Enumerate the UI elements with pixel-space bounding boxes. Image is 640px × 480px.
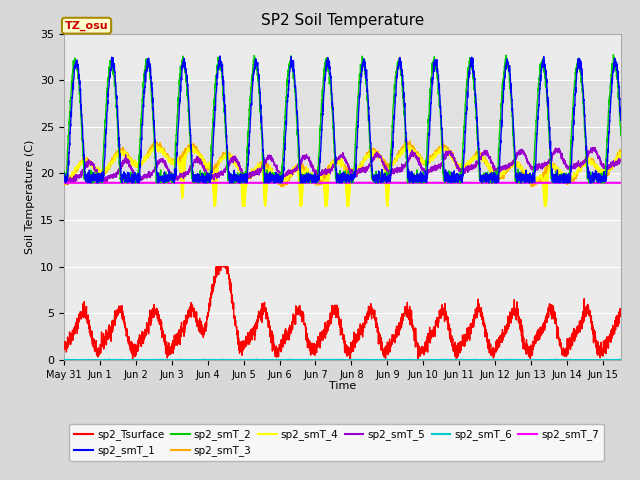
sp2_smT_3 xyxy=(234,165,242,171)
sp2_smT_7 xyxy=(234,180,242,186)
sp2_smT_1 xyxy=(184,82,191,87)
Y-axis label: Soil Temperature (C): Soil Temperature (C) xyxy=(24,140,35,254)
sp2_smT_4 xyxy=(602,169,609,175)
sp2_smT_4 xyxy=(617,152,625,157)
Line: sp2_smT_6: sp2_smT_6 xyxy=(64,359,621,360)
sp2_smT_1 xyxy=(617,118,625,123)
sp2_smT_1 xyxy=(428,83,436,88)
sp2_smT_6 xyxy=(420,357,428,363)
sp2_smT_2 xyxy=(234,175,242,181)
sp2_smT_6 xyxy=(209,357,217,363)
sp2_smT_5 xyxy=(589,144,597,150)
sp2_smT_1 xyxy=(565,174,573,180)
sp2_Tsurface xyxy=(234,341,242,347)
sp2_smT_3 xyxy=(602,173,609,179)
sp2_smT_6 xyxy=(602,357,609,363)
sp2_smT_2 xyxy=(88,180,95,186)
sp2_Tsurface xyxy=(184,311,191,316)
sp2_smT_7 xyxy=(617,180,625,186)
sp2_smT_7 xyxy=(420,180,428,186)
sp2_smT_4 xyxy=(184,145,191,151)
sp2_smT_2 xyxy=(609,52,617,58)
sp2_smT_3 xyxy=(527,184,535,190)
sp2_smT_5 xyxy=(60,176,68,182)
sp2_smT_5 xyxy=(420,167,428,172)
sp2_smT_6 xyxy=(428,357,436,363)
sp2_smT_1 xyxy=(62,180,70,186)
sp2_Tsurface xyxy=(565,343,573,349)
sp2_smT_7 xyxy=(564,180,572,186)
X-axis label: Time: Time xyxy=(329,381,356,391)
Line: sp2_smT_2: sp2_smT_2 xyxy=(64,55,621,183)
sp2_smT_4 xyxy=(152,141,160,146)
sp2_smT_3 xyxy=(428,153,436,159)
sp2_smT_6 xyxy=(105,356,113,362)
Line: sp2_smT_1: sp2_smT_1 xyxy=(64,56,621,183)
sp2_smT_5 xyxy=(602,165,609,170)
sp2_smT_1 xyxy=(60,177,68,183)
sp2_Tsurface xyxy=(617,307,625,312)
sp2_smT_5 xyxy=(617,158,625,164)
sp2_smT_6 xyxy=(184,357,191,363)
sp2_smT_2 xyxy=(420,177,428,182)
sp2_smT_3 xyxy=(617,150,625,156)
sp2_smT_4 xyxy=(565,175,573,181)
sp2_smT_2 xyxy=(565,172,573,178)
Line: sp2_Tsurface: sp2_Tsurface xyxy=(64,267,621,360)
Text: TZ_osu: TZ_osu xyxy=(65,21,108,31)
sp2_smT_7 xyxy=(60,180,68,186)
sp2_smT_2 xyxy=(184,97,191,103)
sp2_smT_2 xyxy=(617,133,625,139)
sp2_smT_5 xyxy=(428,164,436,169)
Legend: sp2_Tsurface, sp2_smT_1, sp2_smT_2, sp2_smT_3, sp2_smT_4, sp2_smT_5, sp2_smT_6, : sp2_Tsurface, sp2_smT_1, sp2_smT_2, sp2_… xyxy=(69,424,604,461)
sp2_smT_6 xyxy=(617,357,625,363)
sp2_smT_4 xyxy=(60,175,68,180)
sp2_smT_5 xyxy=(64,181,72,187)
sp2_smT_6 xyxy=(234,357,242,363)
sp2_smT_1 xyxy=(234,174,242,180)
sp2_smT_2 xyxy=(428,60,436,66)
Line: sp2_smT_5: sp2_smT_5 xyxy=(64,147,621,184)
sp2_smT_3 xyxy=(60,179,68,184)
Title: SP2 Soil Temperature: SP2 Soil Temperature xyxy=(260,13,424,28)
sp2_smT_3 xyxy=(406,138,414,144)
sp2_smT_1 xyxy=(216,53,224,59)
Bar xyxy=(64,80,621,173)
sp2_smT_4 xyxy=(428,154,436,160)
sp2_smT_7 xyxy=(184,180,191,186)
sp2_smT_6 xyxy=(565,357,573,363)
sp2_smT_7 xyxy=(601,180,609,186)
sp2_smT_5 xyxy=(565,165,573,171)
sp2_Tsurface xyxy=(420,344,428,350)
sp2_smT_2 xyxy=(60,177,68,182)
sp2_smT_3 xyxy=(565,179,573,185)
sp2_smT_1 xyxy=(420,178,428,184)
sp2_smT_5 xyxy=(234,160,242,166)
sp2_Tsurface xyxy=(346,357,354,363)
sp2_smT_4 xyxy=(234,165,242,171)
Line: sp2_smT_4: sp2_smT_4 xyxy=(64,144,621,206)
sp2_smT_5 xyxy=(184,169,191,175)
sp2_smT_7 xyxy=(428,180,436,186)
sp2_smT_3 xyxy=(184,146,191,152)
Line: sp2_smT_3: sp2_smT_3 xyxy=(64,141,621,187)
sp2_Tsurface xyxy=(428,330,436,336)
sp2_smT_1 xyxy=(602,178,609,183)
sp2_smT_4 xyxy=(211,203,218,209)
sp2_Tsurface xyxy=(212,264,220,270)
sp2_Tsurface xyxy=(60,345,68,350)
sp2_smT_3 xyxy=(420,160,428,166)
sp2_smT_6 xyxy=(60,357,68,363)
sp2_Tsurface xyxy=(602,347,609,353)
sp2_smT_2 xyxy=(602,171,609,177)
sp2_smT_4 xyxy=(420,159,428,165)
